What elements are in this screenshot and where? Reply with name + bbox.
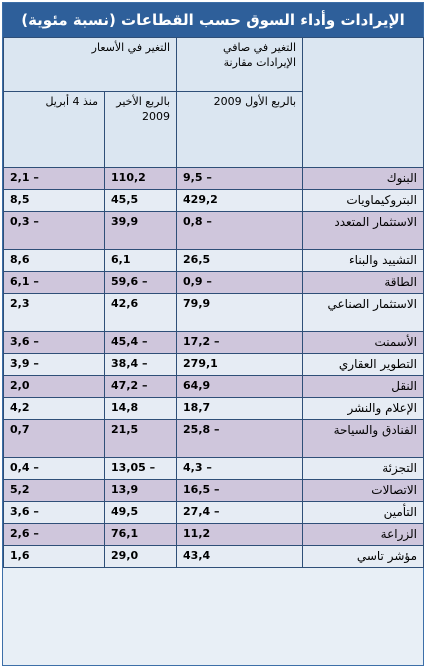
sector-name-cell: النقل [302,375,425,398]
revenue-change-cell: 43,4 [176,545,304,568]
revenue-change-cell: 26,5 [176,249,304,272]
last-quarter-cell: 45,5 [104,189,178,212]
sector-name-cell: الإعلام والنشر [302,397,425,420]
table-row: الاتصالات 16,5 –13,9 5,2 [2,479,425,502]
sector-name-cell: الاتصالات [302,479,425,502]
revenue-change-cell: 0,8 – [176,211,304,250]
last-quarter-cell: 13,9 [104,479,178,502]
table-title: الإيرادات وأداء السوق حسب القطاعات (نسبة… [3,3,423,37]
header-since-april: منذ 4 أبريل [2,91,106,168]
sector-name-cell: التطوير العقاري [302,353,425,376]
revenue-change-cell: 11,2 [176,523,304,546]
last-quarter-cell: 13,05 – [104,457,178,480]
revenue-change-cell: 17,2 – [176,331,304,354]
last-quarter-cell: 38,4 – [104,353,178,376]
since-april-cell: 3,6 – [2,501,106,524]
last-quarter-cell: 29,0 [104,545,178,568]
since-april-cell: 1,6 [2,545,106,568]
since-april-cell: 3,9 – [2,353,106,376]
sector-name-cell: الاستثمار المتعدد [302,211,425,250]
table-row: الاستثمار الصناعي 79,9 42,6 2,3 [2,293,425,332]
sector-name-cell: الأسمنت [302,331,425,354]
table-row: التأمين 27,4 –49,5 3,6 – [2,501,425,524]
sector-name-cell: الاستثمار الصناعي [302,293,425,332]
sector-name-cell: التأمين [302,501,425,524]
last-quarter-cell: 14,8 [104,397,178,420]
since-april-cell: 0,4 – [2,457,106,480]
since-april-cell: 4,2 [2,397,106,420]
since-april-cell: 2,1 – [2,167,106,190]
header-sector-empty [302,37,425,92]
since-april-cell: 2,0 [2,375,106,398]
since-april-cell: 0,7 [2,419,106,458]
sector-table: التغير في صافي الإيرادات مقارنة التغير ف… [2,37,425,568]
table-row: الزراعة 11,2 76,1 2,6 – [2,523,425,546]
sector-name-cell: التجزئة [302,457,425,480]
revenue-change-cell: 9,5 – [176,167,304,190]
last-quarter-cell: 45,4 – [104,331,178,354]
sector-name-cell: البنوك [302,167,425,190]
revenue-change-cell: 279,1 [176,353,304,376]
revenue-change-cell: 429,2 [176,189,304,212]
since-april-cell: 2,3 [2,293,106,332]
revenue-change-cell: 27,4 – [176,501,304,524]
last-quarter-cell: 21,5 [104,419,178,458]
revenue-change-cell: 25,8 – [176,419,304,458]
table-row: الاستثمار المتعدد 0,8 –39,9 0,3 – [2,211,425,250]
revenue-change-cell: 64,9 [176,375,304,398]
header-price-change: التغير في الأسعار [2,37,178,92]
table-row: الأسمنت 17,2 –45,4 –3,6 – [2,331,425,354]
since-april-cell: 8,6 [2,249,106,272]
sector-name-cell: البتروكيماويات [302,189,425,212]
revenue-change-cell: 16,5 – [176,479,304,502]
table-row: النقل 64,9 47,2 –2,0 [2,375,425,398]
since-april-cell: 0,3 – [2,211,106,250]
last-quarter-cell: 110,2 [104,167,178,190]
sector-name-cell: الفنادق والسياحة [302,419,425,458]
last-quarter-cell: 6,1 [104,249,178,272]
table-row: التجزئة 4,3 –13,05 –0,4 – [2,457,425,480]
last-quarter-cell: 76,1 [104,523,178,546]
since-april-cell: 8,5 [2,189,106,212]
table-row: الطاقة 0,9 –59,6 –6,1 – [2,271,425,294]
table-row: مؤشر تاسي 43,4 29,0 1,6 [2,545,425,568]
table-row: البتروكيماويات 429,2 45,5 8,5 [2,189,425,212]
last-quarter-cell: 47,2 – [104,375,178,398]
table-row: البنوك 9,5 –110,2 2,1 – [2,167,425,190]
header-last-quarter: بالربع الأخير 2009 [104,91,178,168]
table-row: التشييد والبناء 26,5 6,1 8,6 [2,249,425,272]
last-quarter-cell: 59,6 – [104,271,178,294]
table-row: الفنادق والسياحة 25,8 –21,5 0,7 [2,419,425,458]
last-quarter-cell: 39,9 [104,211,178,250]
since-april-cell: 2,6 – [2,523,106,546]
revenue-change-cell: 18,7 [176,397,304,420]
revenue-change-cell: 0,9 – [176,271,304,294]
sector-name-cell: الزراعة [302,523,425,546]
header-revenue-change: التغير في صافي الإيرادات مقارنة [176,37,304,92]
revenue-change-cell: 79,9 [176,293,304,332]
table-row: التطوير العقاري 279,1 38,4 –3,9 – [2,353,425,376]
header-sector-empty-2 [302,91,425,168]
header-q1-2009: بالربع الأول 2009 [176,91,304,168]
last-quarter-cell: 42,6 [104,293,178,332]
table-row: الإعلام والنشر 18,7 14,8 4,2 [2,397,425,420]
sector-name-cell: مؤشر تاسي [302,545,425,568]
table-body: البنوك 9,5 –110,2 2,1 – البتروكيماويات 429,2… [2,167,425,568]
last-quarter-cell: 49,5 [104,501,178,524]
revenue-change-cell: 4,3 – [176,457,304,480]
since-april-cell: 6,1 – [2,271,106,294]
since-april-cell: 3,6 – [2,331,106,354]
sector-name-cell: الطاقة [302,271,425,294]
since-april-cell: 5,2 [2,479,106,502]
sector-name-cell: التشييد والبناء [302,249,425,272]
